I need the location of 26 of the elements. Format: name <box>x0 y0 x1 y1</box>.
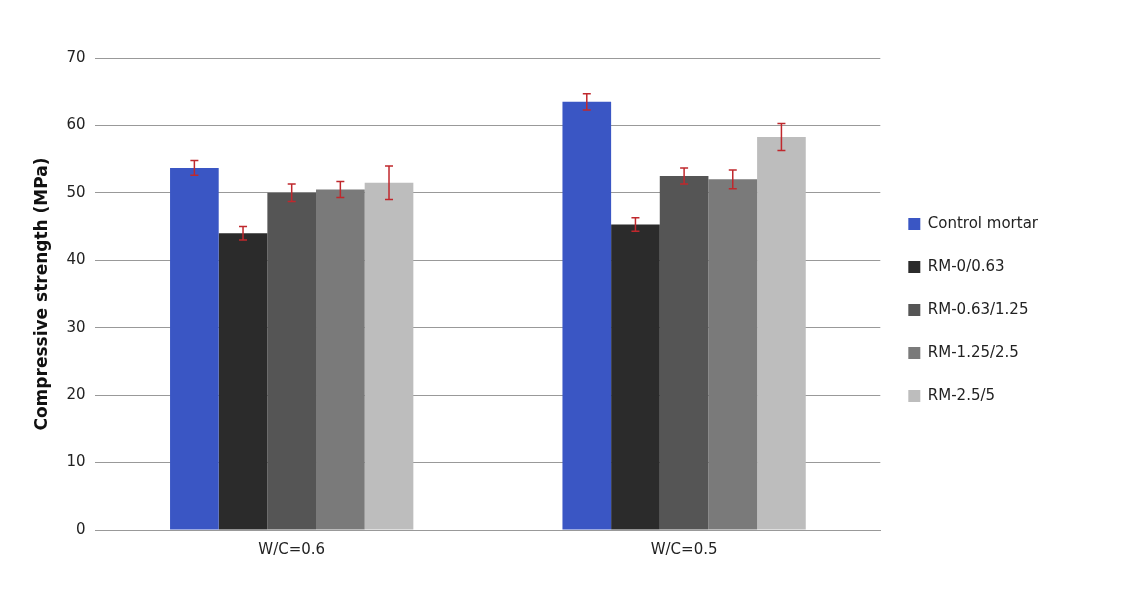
bar <box>562 101 612 530</box>
bar <box>364 182 414 530</box>
bar <box>708 179 758 530</box>
legend-label: Control mortar <box>927 213 1039 232</box>
x-tick-label: W/C=0.5 <box>650 539 718 558</box>
y-tick-label: 10 <box>66 452 86 471</box>
legend-label: RM-0/0.63 <box>927 256 1005 275</box>
y-tick-label: 0 <box>75 519 86 538</box>
y-tick-label: 30 <box>66 317 86 336</box>
legend-label: RM-0.63/1.25 <box>927 299 1029 318</box>
bar <box>170 167 219 530</box>
bar <box>316 189 365 530</box>
bar <box>267 192 317 530</box>
bar <box>218 233 268 530</box>
bar <box>611 224 660 530</box>
y-axis-title: Compressive strength (MPa) <box>30 157 51 431</box>
x-tick-label: W/C=0.6 <box>258 539 326 558</box>
y-tick-label: 40 <box>66 250 86 269</box>
legend-label: RM-2.5/5 <box>927 385 996 404</box>
bar <box>659 176 709 530</box>
y-tick-label: 20 <box>66 385 86 404</box>
y-tick-label: 50 <box>66 182 86 201</box>
y-tick-label: 60 <box>66 115 86 134</box>
bar <box>757 136 806 530</box>
legend-label: RM-1.25/2.5 <box>927 342 1019 361</box>
y-tick-label: 70 <box>66 47 86 66</box>
